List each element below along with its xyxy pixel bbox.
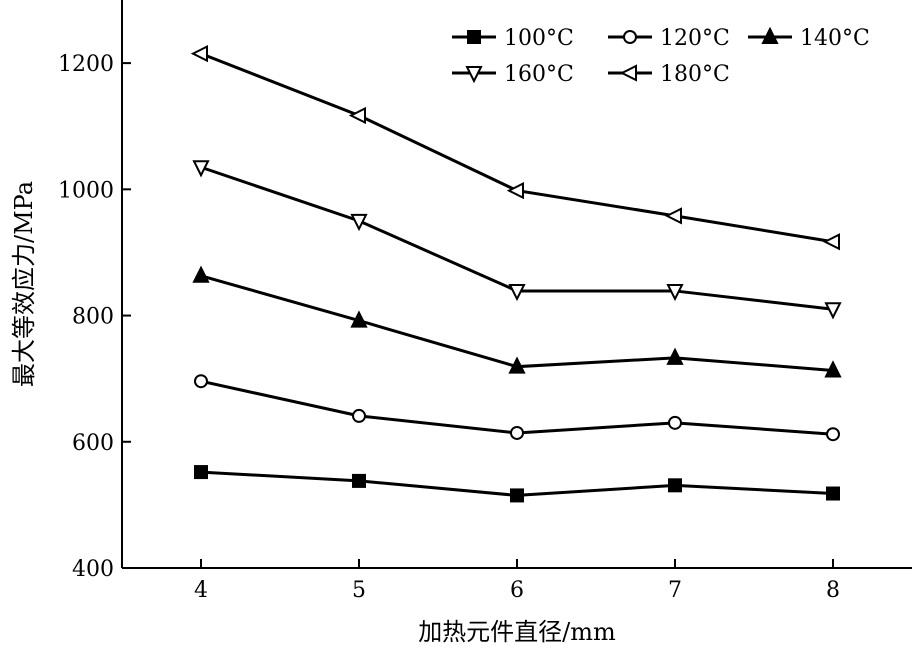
data-point <box>194 374 208 389</box>
y-tick-label: 1000 <box>58 178 114 203</box>
legend-marker <box>467 30 481 44</box>
y-tick-label: 1200 <box>58 52 114 77</box>
legend-marker <box>623 30 637 44</box>
legend-item: 180°C <box>608 62 730 87</box>
data-point <box>506 181 524 200</box>
legend-item: 140°C <box>748 26 870 51</box>
y-tick-label: 800 <box>72 305 114 330</box>
series-4 <box>190 45 840 251</box>
data-point <box>352 408 366 423</box>
data-point <box>350 213 368 232</box>
series-layer <box>190 45 842 503</box>
data-point <box>348 106 366 125</box>
legend-label: 120°C <box>660 26 730 51</box>
y-tick-label: 400 <box>72 557 114 582</box>
data-point <box>826 427 840 442</box>
data-point <box>666 283 684 302</box>
legend-marker <box>761 26 779 44</box>
legend-marker <box>465 66 483 84</box>
data-point <box>192 160 210 178</box>
legend-label: 180°C <box>660 62 730 87</box>
data-point <box>666 347 684 365</box>
legend-item: 160°C <box>452 62 574 87</box>
data-point <box>190 45 208 63</box>
x-tick-label: 7 <box>668 578 682 603</box>
legend-item: 100°C <box>452 26 574 51</box>
legend-label: 100°C <box>504 26 574 51</box>
series-0 <box>194 465 840 503</box>
data-point <box>192 265 210 283</box>
data-point <box>510 425 524 440</box>
legend-label: 140°C <box>800 26 870 51</box>
data-point <box>508 356 526 374</box>
x-tick-label: 6 <box>510 578 524 603</box>
x-tick-label: 8 <box>826 578 840 603</box>
legend-item: 120°C <box>608 26 730 51</box>
data-point <box>824 360 842 378</box>
data-point <box>508 283 526 302</box>
legend: 100°C 120°C 140°C 160°C 180°C <box>452 26 870 87</box>
data-point <box>824 302 842 320</box>
series-3 <box>192 160 842 320</box>
legend-marker <box>619 64 637 82</box>
data-point <box>510 488 524 503</box>
data-point <box>822 233 840 251</box>
data-point <box>664 207 682 225</box>
x-tick-label: 4 <box>194 578 208 603</box>
data-point <box>350 310 368 328</box>
data-point <box>668 415 682 430</box>
data-point <box>826 486 840 501</box>
y-tick-label: 600 <box>72 431 114 456</box>
x-axis-label: 加热元件直径/mm <box>418 618 616 646</box>
series-1 <box>194 374 840 442</box>
data-point <box>352 473 366 488</box>
y-ticks: 400 600 800 1000 1200 <box>58 52 131 582</box>
series-2 <box>192 265 842 378</box>
data-point <box>668 478 682 493</box>
data-point <box>194 465 208 480</box>
x-ticks: 4 5 6 7 8 <box>194 559 840 603</box>
x-tick-label: 5 <box>352 578 366 603</box>
y-axis-label: 最大等效应力/MPa <box>10 181 38 387</box>
legend-label: 160°C <box>504 62 574 87</box>
